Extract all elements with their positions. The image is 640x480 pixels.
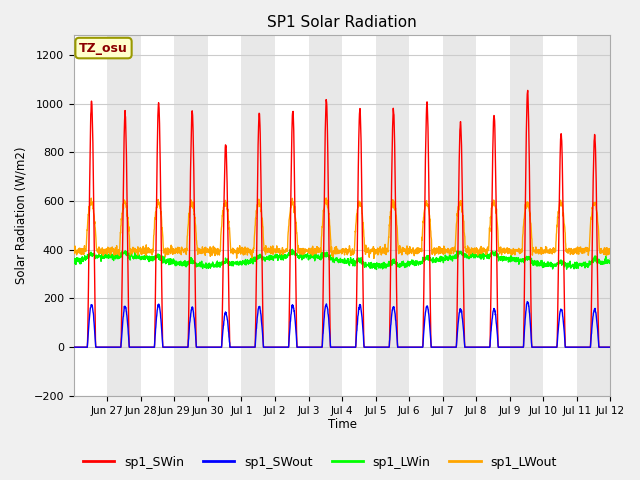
Legend: sp1_SWin, sp1_SWout, sp1_LWin, sp1_LWout: sp1_SWin, sp1_SWout, sp1_LWin, sp1_LWout (78, 451, 562, 474)
Bar (308, 36, 342, 396)
Bar (241, 36, 275, 396)
Bar (376, 36, 409, 396)
Bar (175, 36, 208, 396)
Bar (510, 36, 543, 396)
Bar (443, 36, 476, 396)
Text: TZ_osu: TZ_osu (79, 42, 128, 55)
Title: SP1 Solar Radiation: SP1 Solar Radiation (268, 15, 417, 30)
Bar (108, 36, 141, 396)
Y-axis label: Solar Radiation (W/m2): Solar Radiation (W/m2) (15, 147, 28, 284)
Bar (577, 36, 611, 396)
X-axis label: Time: Time (328, 419, 356, 432)
